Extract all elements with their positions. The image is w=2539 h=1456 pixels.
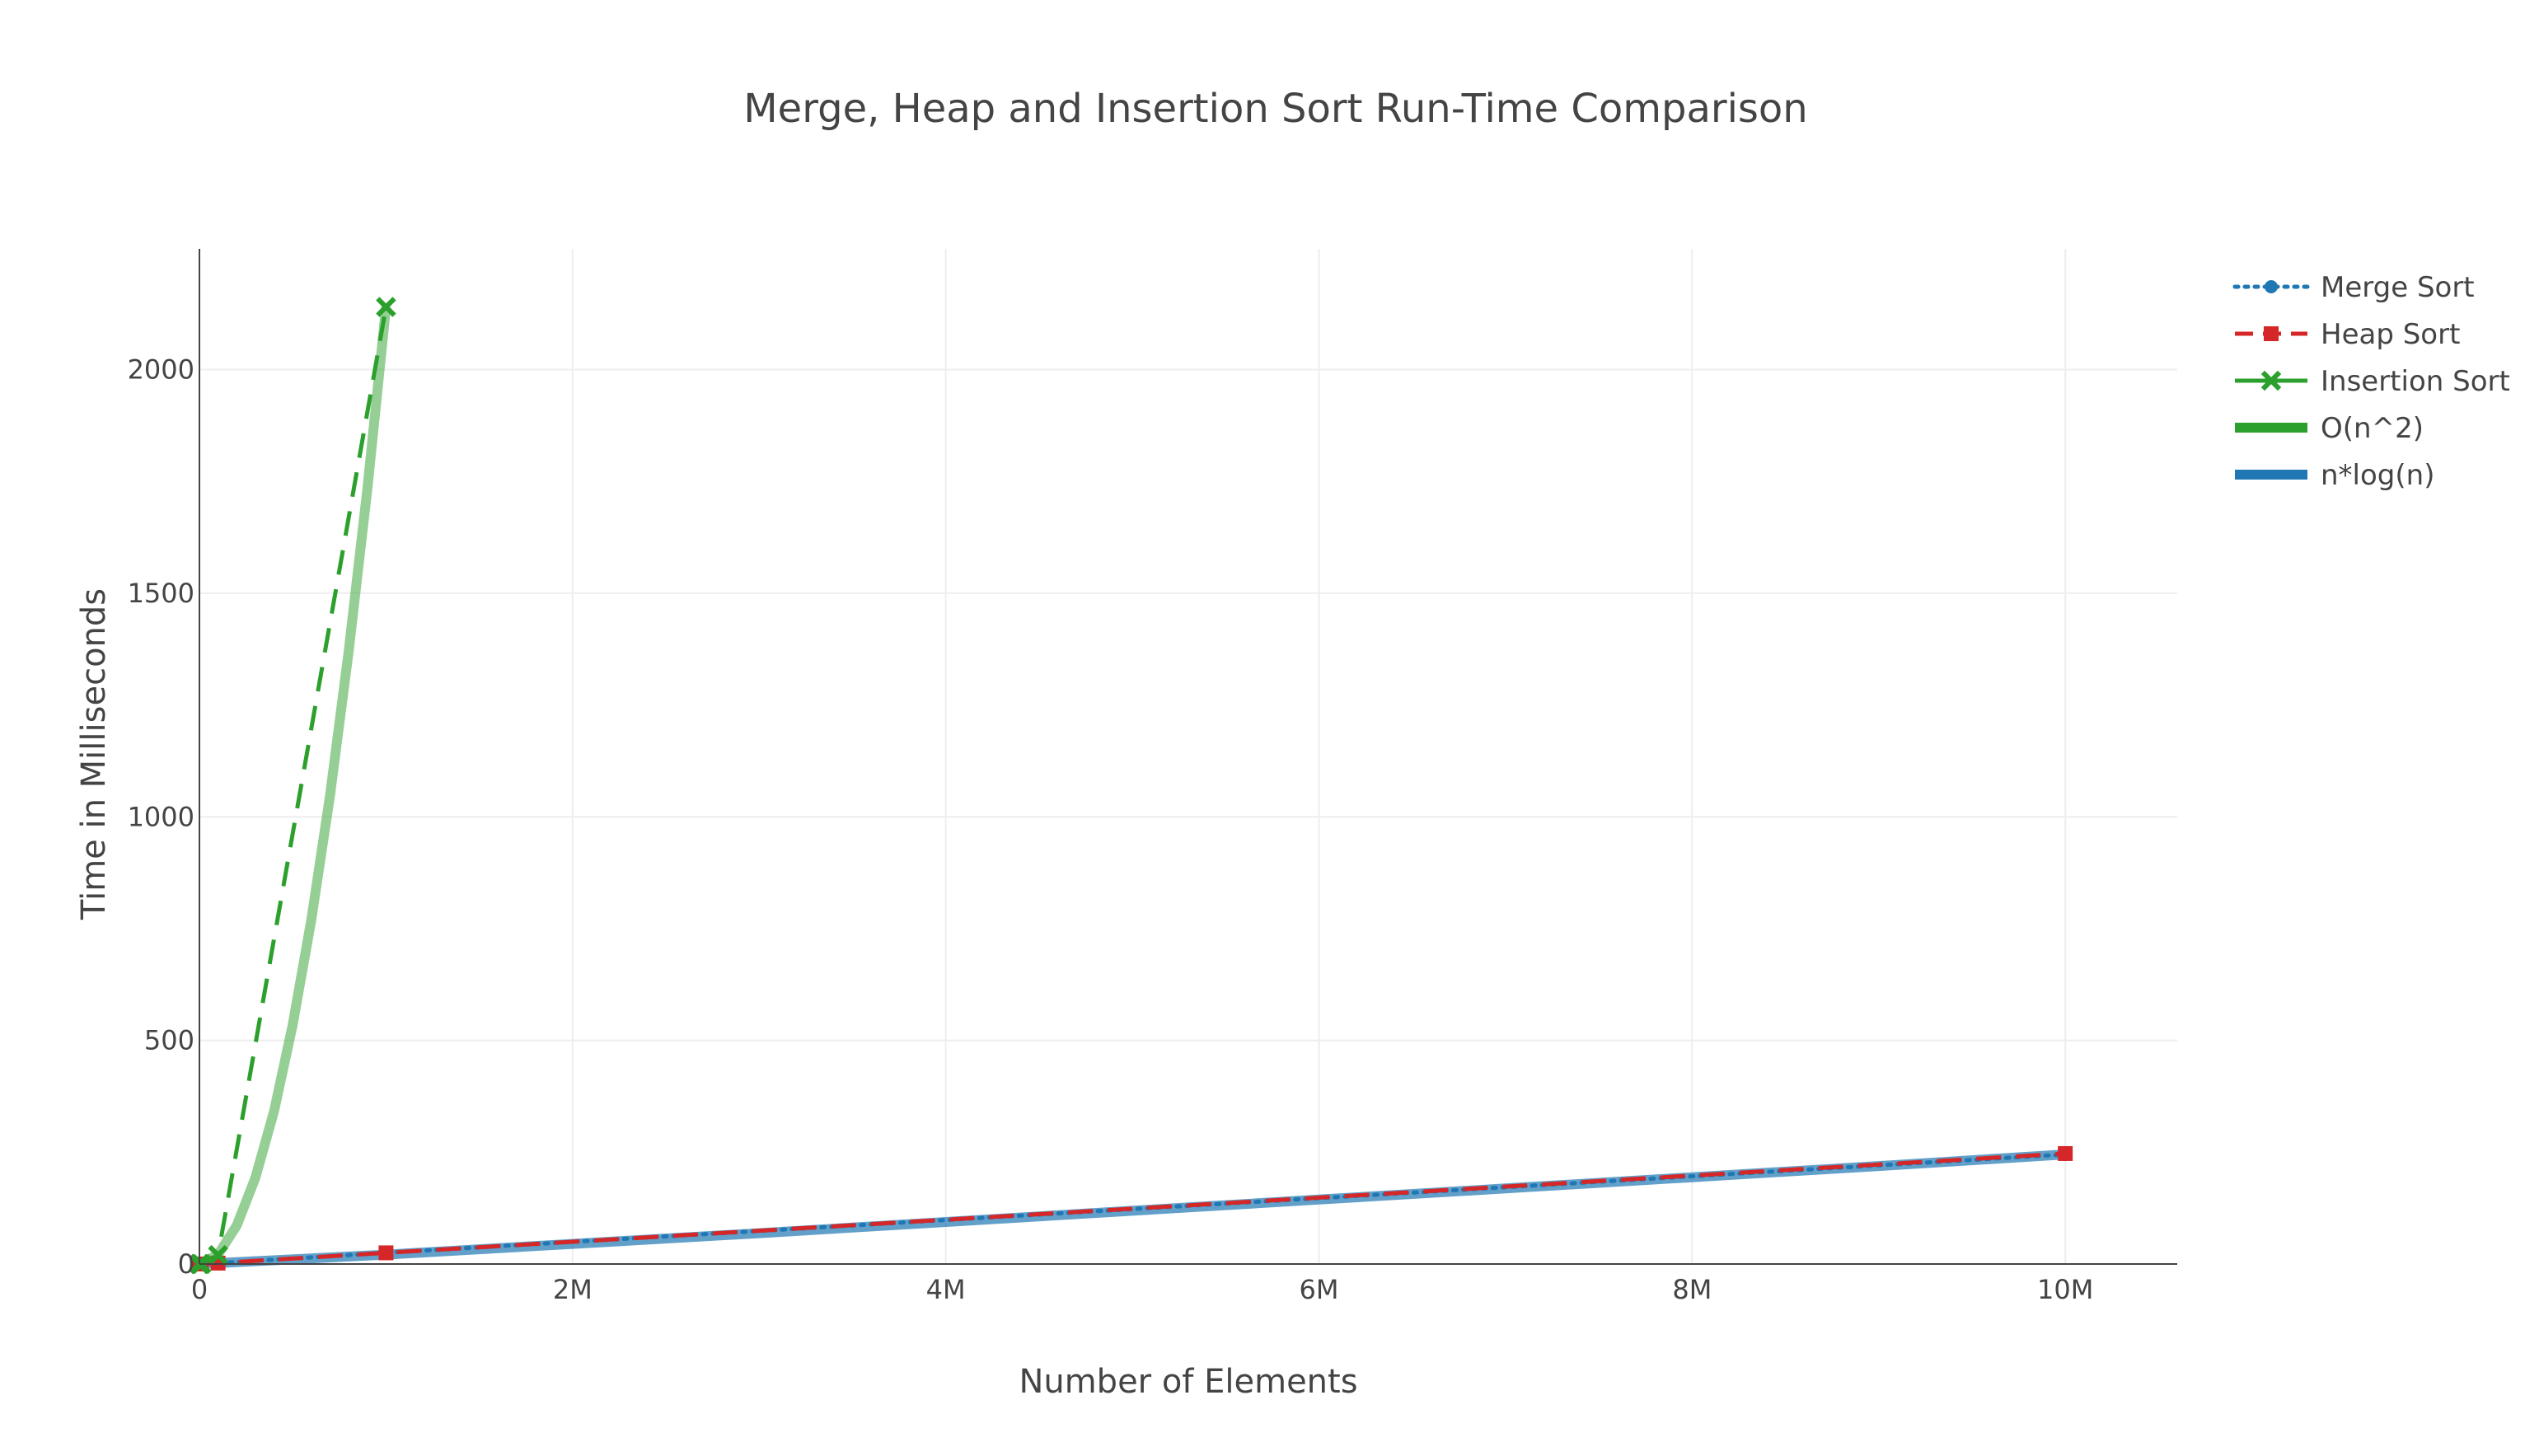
legend-item-n-log-n[interactable]: n*log(n) (2235, 459, 2434, 492)
series-o-n-2 (197, 306, 391, 1269)
legend-label: Insertion Sort (2321, 365, 2510, 398)
data-point (378, 1245, 394, 1261)
tick-labels: 0 2M 4M 6M 8M 10M 0 500 1000 1500 2000 (128, 354, 2094, 1305)
chart-title: Merge, Heap and Insertion Sort Run-Time … (743, 86, 1807, 132)
legend-item-insertion-sort[interactable]: Insertion Sort (2235, 365, 2510, 398)
y-tick-label: 2000 (128, 354, 194, 386)
data-point (376, 297, 396, 317)
x-axis-title: Number of Elements (1019, 1363, 1357, 1401)
y-tick-label: 500 (144, 1025, 194, 1056)
legend-item-merge-sort[interactable]: Merge Sort (2232, 271, 2475, 304)
legend-label: Merge Sort (2321, 271, 2475, 304)
grid (199, 249, 2177, 1264)
legend-item-o-n-2[interactable]: O(n^2) (2235, 412, 2424, 445)
y-tick-label: 0 (178, 1248, 194, 1280)
x-tick-label: 8M (1672, 1274, 1712, 1305)
x-tick-label: 6M (1300, 1274, 1339, 1305)
data-point (2058, 1145, 2073, 1161)
legend-marker (2264, 326, 2279, 341)
legend-marker (2260, 370, 2282, 391)
legend-item-heap-sort[interactable]: Heap Sort (2235, 318, 2460, 351)
x-tick-label: 2M (553, 1274, 593, 1305)
data-point (208, 1244, 228, 1266)
legend-marker (2265, 280, 2278, 293)
x-tick-label: 0 (191, 1274, 208, 1305)
axes (199, 249, 2177, 1265)
legend-label: n*log(n) (2321, 459, 2434, 492)
legend-label: O(n^2) (2321, 412, 2424, 445)
x-tick-label: 10M (2037, 1274, 2093, 1305)
legend[interactable]: Merge Sort Heap Sort Insertion Sort O(n^2) n… (2232, 271, 2510, 492)
series-line-o-n-2 (197, 306, 391, 1269)
y-tick-label: 1500 (128, 578, 194, 609)
legend-label: Heap Sort (2321, 318, 2460, 351)
x-tick-label: 4M (926, 1274, 966, 1305)
y-axis-title: Time in Milliseconds (75, 588, 113, 920)
y-tick-label: 1000 (128, 801, 194, 832)
